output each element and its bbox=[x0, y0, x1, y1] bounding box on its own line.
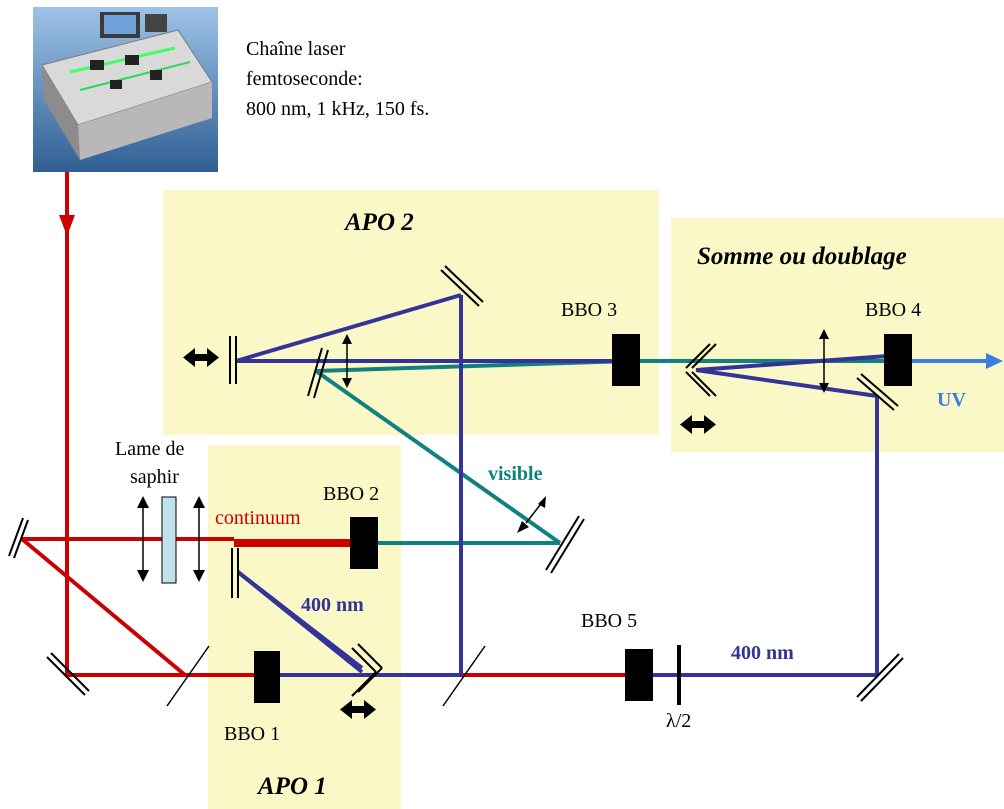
sapphire-plate bbox=[161, 496, 177, 584]
apo1-title: APO 1 bbox=[256, 773, 327, 800]
mirror-visible bbox=[545, 515, 585, 574]
apo2-title: APO 2 bbox=[343, 209, 414, 236]
lame-label-line1: Lame de bbox=[115, 438, 185, 460]
translation-arrows bbox=[183, 348, 716, 719]
bbo2-crystal bbox=[350, 517, 378, 569]
mirror-apo2-left bbox=[229, 336, 237, 384]
lambda-half-label: λ/2 bbox=[666, 710, 691, 732]
somme-title: Somme ou doublage bbox=[697, 243, 907, 270]
bbo2-label: BBO 2 bbox=[323, 483, 379, 505]
mirror-laser-turn bbox=[46, 652, 90, 696]
bbo1-crystal bbox=[254, 651, 280, 703]
mirror-apo2-top bbox=[440, 265, 484, 307]
sapphire-translation-right-arrow bbox=[193, 496, 205, 582]
mirror-apo2-lower bbox=[307, 347, 329, 399]
blue-beams bbox=[235, 293, 889, 677]
400nm-label-left: 400 nm bbox=[301, 594, 364, 616]
somme-zone bbox=[671, 218, 1004, 452]
adjustment-arrows bbox=[137, 329, 829, 582]
bbo1-label: BBO 1 bbox=[224, 723, 280, 745]
bbo3-crystal bbox=[612, 334, 640, 386]
400nm-label-right: 400 nm bbox=[731, 642, 794, 664]
mirror-bottom-right bbox=[856, 653, 904, 702]
bbo4-crystal bbox=[884, 334, 912, 386]
visible-delay-arrow bbox=[517, 496, 546, 533]
splitter-1 bbox=[166, 645, 210, 707]
bbo3-label: BBO 3 bbox=[561, 299, 617, 321]
laser-caption-line2: femtoseconde: bbox=[246, 68, 363, 90]
beam-splitters bbox=[166, 645, 486, 707]
apo2-translation-arrow bbox=[183, 348, 219, 367]
apo1-translation-arrow bbox=[340, 700, 376, 719]
laser-caption-line3: 800 nm, 1 kHz, 150 fs. bbox=[246, 98, 429, 120]
mirror-somme-left bbox=[685, 343, 717, 397]
red-beam-arrow bbox=[59, 215, 75, 236]
uv-label: UV bbox=[937, 389, 966, 411]
zones bbox=[163, 190, 1004, 809]
crystals bbox=[254, 334, 912, 703]
bbo5-label: BBO 5 bbox=[581, 610, 637, 632]
red-beams bbox=[20, 172, 635, 677]
sapphire-translation-left-arrow bbox=[137, 496, 149, 582]
splitter-2 bbox=[442, 645, 486, 707]
somme-translation-arrow bbox=[680, 415, 716, 434]
laser-photo bbox=[33, 7, 218, 172]
mirror-apo1-left bbox=[231, 548, 239, 598]
mirrors bbox=[8, 265, 904, 702]
mirror-apo1-fold bbox=[351, 643, 383, 697]
uv-arrow-head bbox=[986, 353, 1003, 369]
lame-label-line2: saphir bbox=[130, 466, 179, 488]
apo2-delay-arrow bbox=[342, 334, 352, 388]
somme-delay-arrow bbox=[819, 329, 829, 393]
laser-caption-line1: Chaîne laser bbox=[246, 38, 346, 60]
continuum-label: continuum bbox=[215, 507, 301, 529]
bbo4-label: BBO 4 bbox=[865, 299, 921, 321]
mirror-somme-right bbox=[856, 373, 899, 411]
visible-label: visible bbox=[488, 463, 543, 485]
bbo5-crystal bbox=[625, 649, 653, 701]
mirror-left-continuum bbox=[8, 517, 29, 559]
apo2-zone bbox=[163, 190, 659, 435]
